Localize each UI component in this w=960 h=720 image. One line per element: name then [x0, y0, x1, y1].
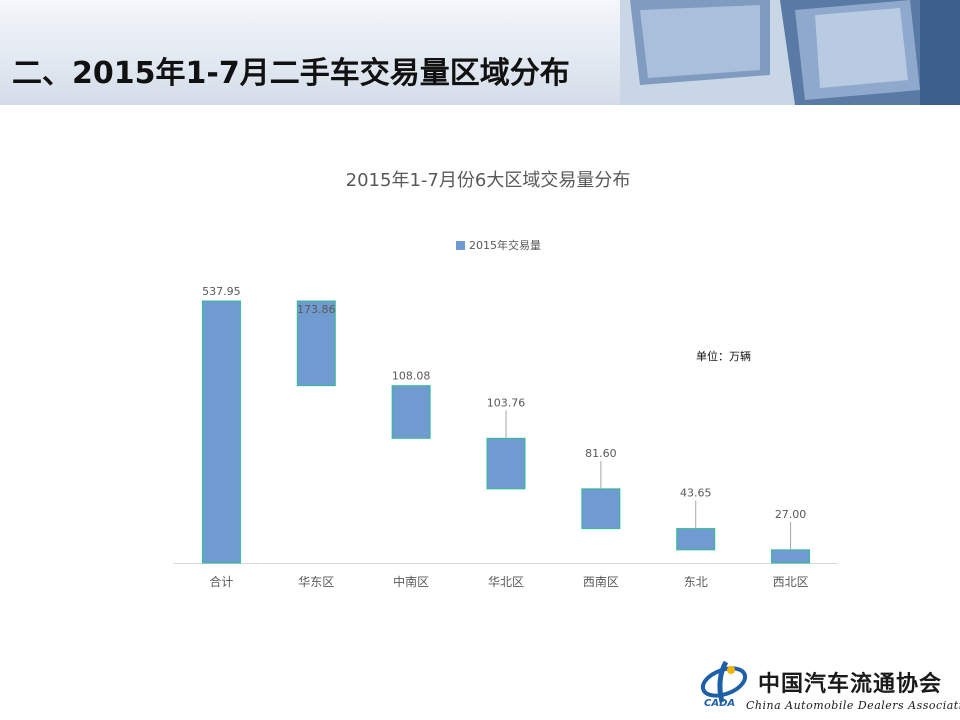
logo-abbreviation: CADA — [704, 698, 736, 709]
bar-2 — [296, 300, 336, 387]
category-label-7: 西北区 — [773, 575, 809, 589]
association-logo: CADA 中国汽车流通协会 China Automobile Dealers A… — [696, 654, 960, 720]
data-label-5: 81.60 — [585, 447, 617, 460]
data-label-7: 27.00 — [775, 508, 807, 521]
category-label-1: 合计 — [209, 574, 233, 589]
chart-title: 2015年1-7月份6大区域交易量分布 — [345, 170, 631, 191]
data-label-6: 43.65 — [680, 487, 712, 500]
data-label-2: 173.86 — [297, 303, 336, 316]
bar-3 — [391, 385, 431, 439]
logo-english-name: China Automobile Dealers Association — [746, 699, 960, 712]
cada-emblem-icon — [700, 660, 748, 703]
legend-swatch — [456, 240, 465, 250]
header-decoration-image — [620, 0, 960, 105]
bar-6 — [676, 528, 716, 551]
data-label-3: 108.08 — [392, 370, 431, 383]
category-label-5: 西南区 — [583, 574, 619, 589]
legend-label: 2015年交易量 — [469, 239, 541, 252]
slide-title: 二、2015年1-7月二手车交易量区域分布 — [12, 56, 570, 91]
bar-4 — [486, 437, 526, 490]
category-label-4: 华北区 — [488, 575, 524, 589]
data-label-1: 537.95 — [202, 285, 241, 298]
bar-7 — [771, 549, 811, 564]
bar-1 — [201, 300, 241, 564]
unit-note: 单位：万辆 — [696, 350, 751, 363]
data-label-4: 103.76 — [487, 396, 526, 409]
category-label-2: 华东区 — [298, 575, 334, 589]
logo-chinese-name: 中国汽车流通协会 — [758, 671, 943, 697]
category-label-3: 中南区 — [393, 574, 429, 589]
chart-legend: 2015年交易量 — [456, 237, 541, 253]
category-label-6: 东北 — [684, 575, 708, 589]
bar-5 — [581, 488, 621, 530]
